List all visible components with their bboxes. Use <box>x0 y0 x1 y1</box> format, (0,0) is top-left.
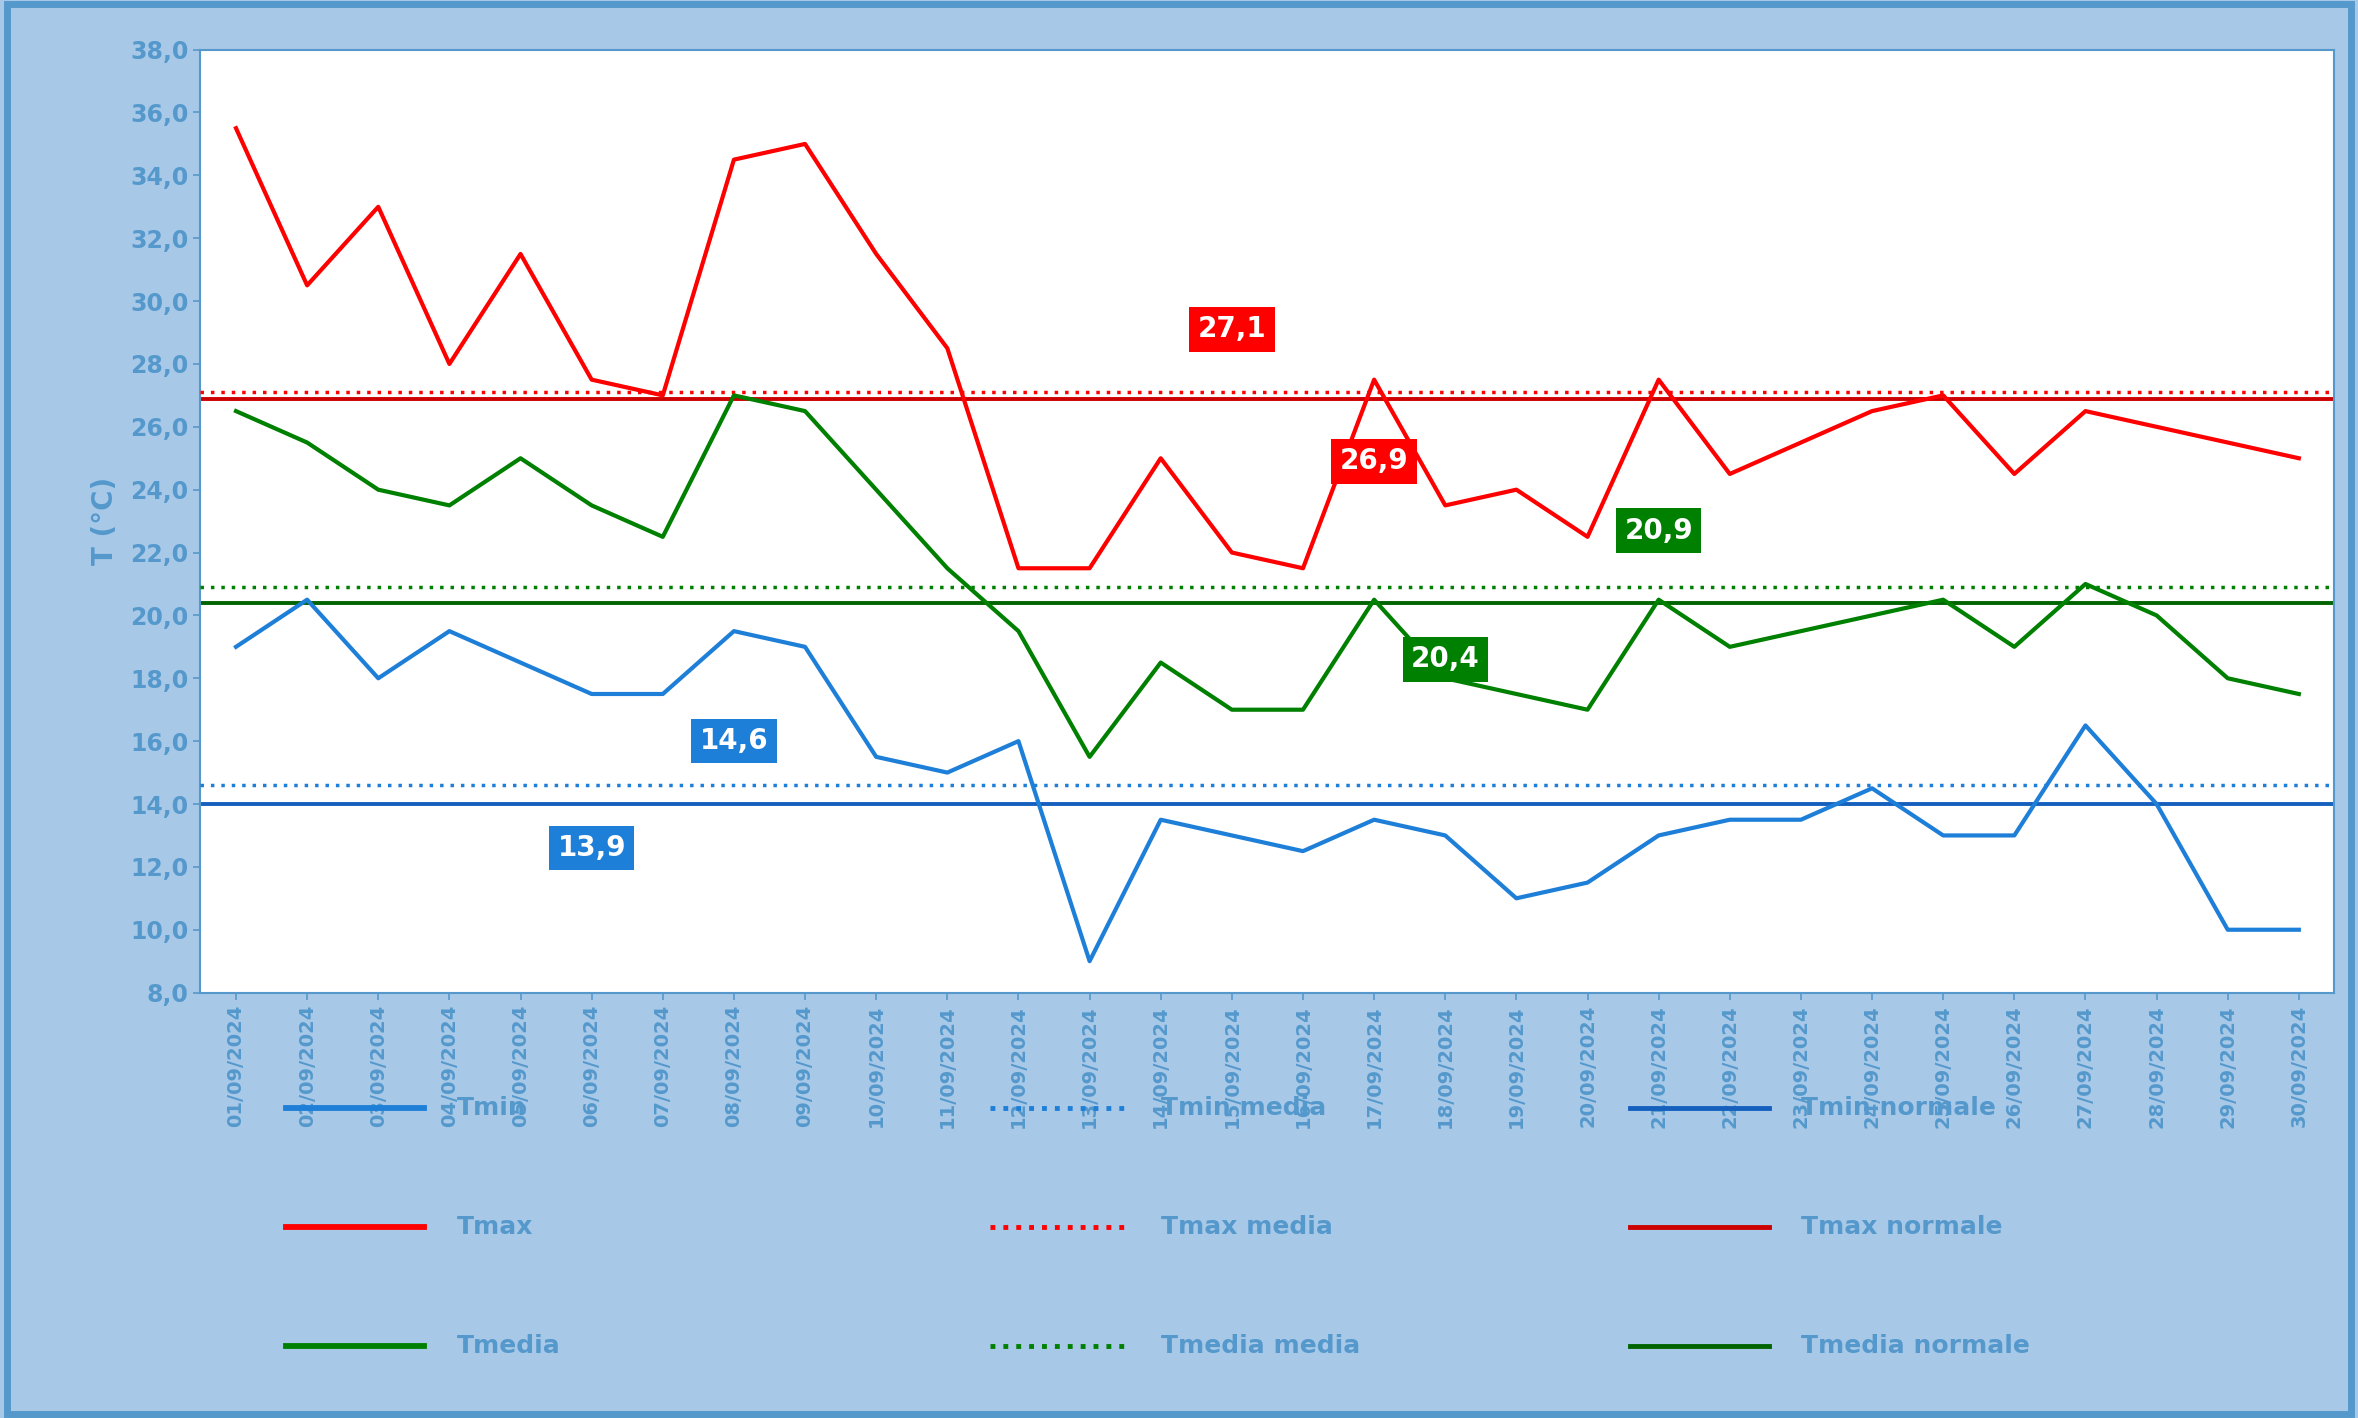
Y-axis label: T (°C): T (°C) <box>92 476 120 566</box>
Text: Tmin media: Tmin media <box>1160 1096 1325 1120</box>
Text: Tmax media: Tmax media <box>1160 1215 1332 1239</box>
Text: Tmedia media: Tmedia media <box>1160 1334 1361 1358</box>
Text: Tmin normale: Tmin normale <box>1802 1096 1995 1120</box>
Text: 20,4: 20,4 <box>1410 645 1478 674</box>
Text: 14,6: 14,6 <box>700 727 769 756</box>
Text: 26,9: 26,9 <box>1339 448 1408 475</box>
Text: 27,1: 27,1 <box>1198 315 1266 343</box>
Text: Tmax: Tmax <box>457 1215 533 1239</box>
Text: Tmin: Tmin <box>457 1096 526 1120</box>
Text: Tmedia: Tmedia <box>457 1334 561 1358</box>
Text: 20,9: 20,9 <box>1625 516 1693 545</box>
Text: Tmax normale: Tmax normale <box>1802 1215 2002 1239</box>
Text: 13,9: 13,9 <box>556 834 625 862</box>
Text: Tmedia normale: Tmedia normale <box>1802 1334 2030 1358</box>
